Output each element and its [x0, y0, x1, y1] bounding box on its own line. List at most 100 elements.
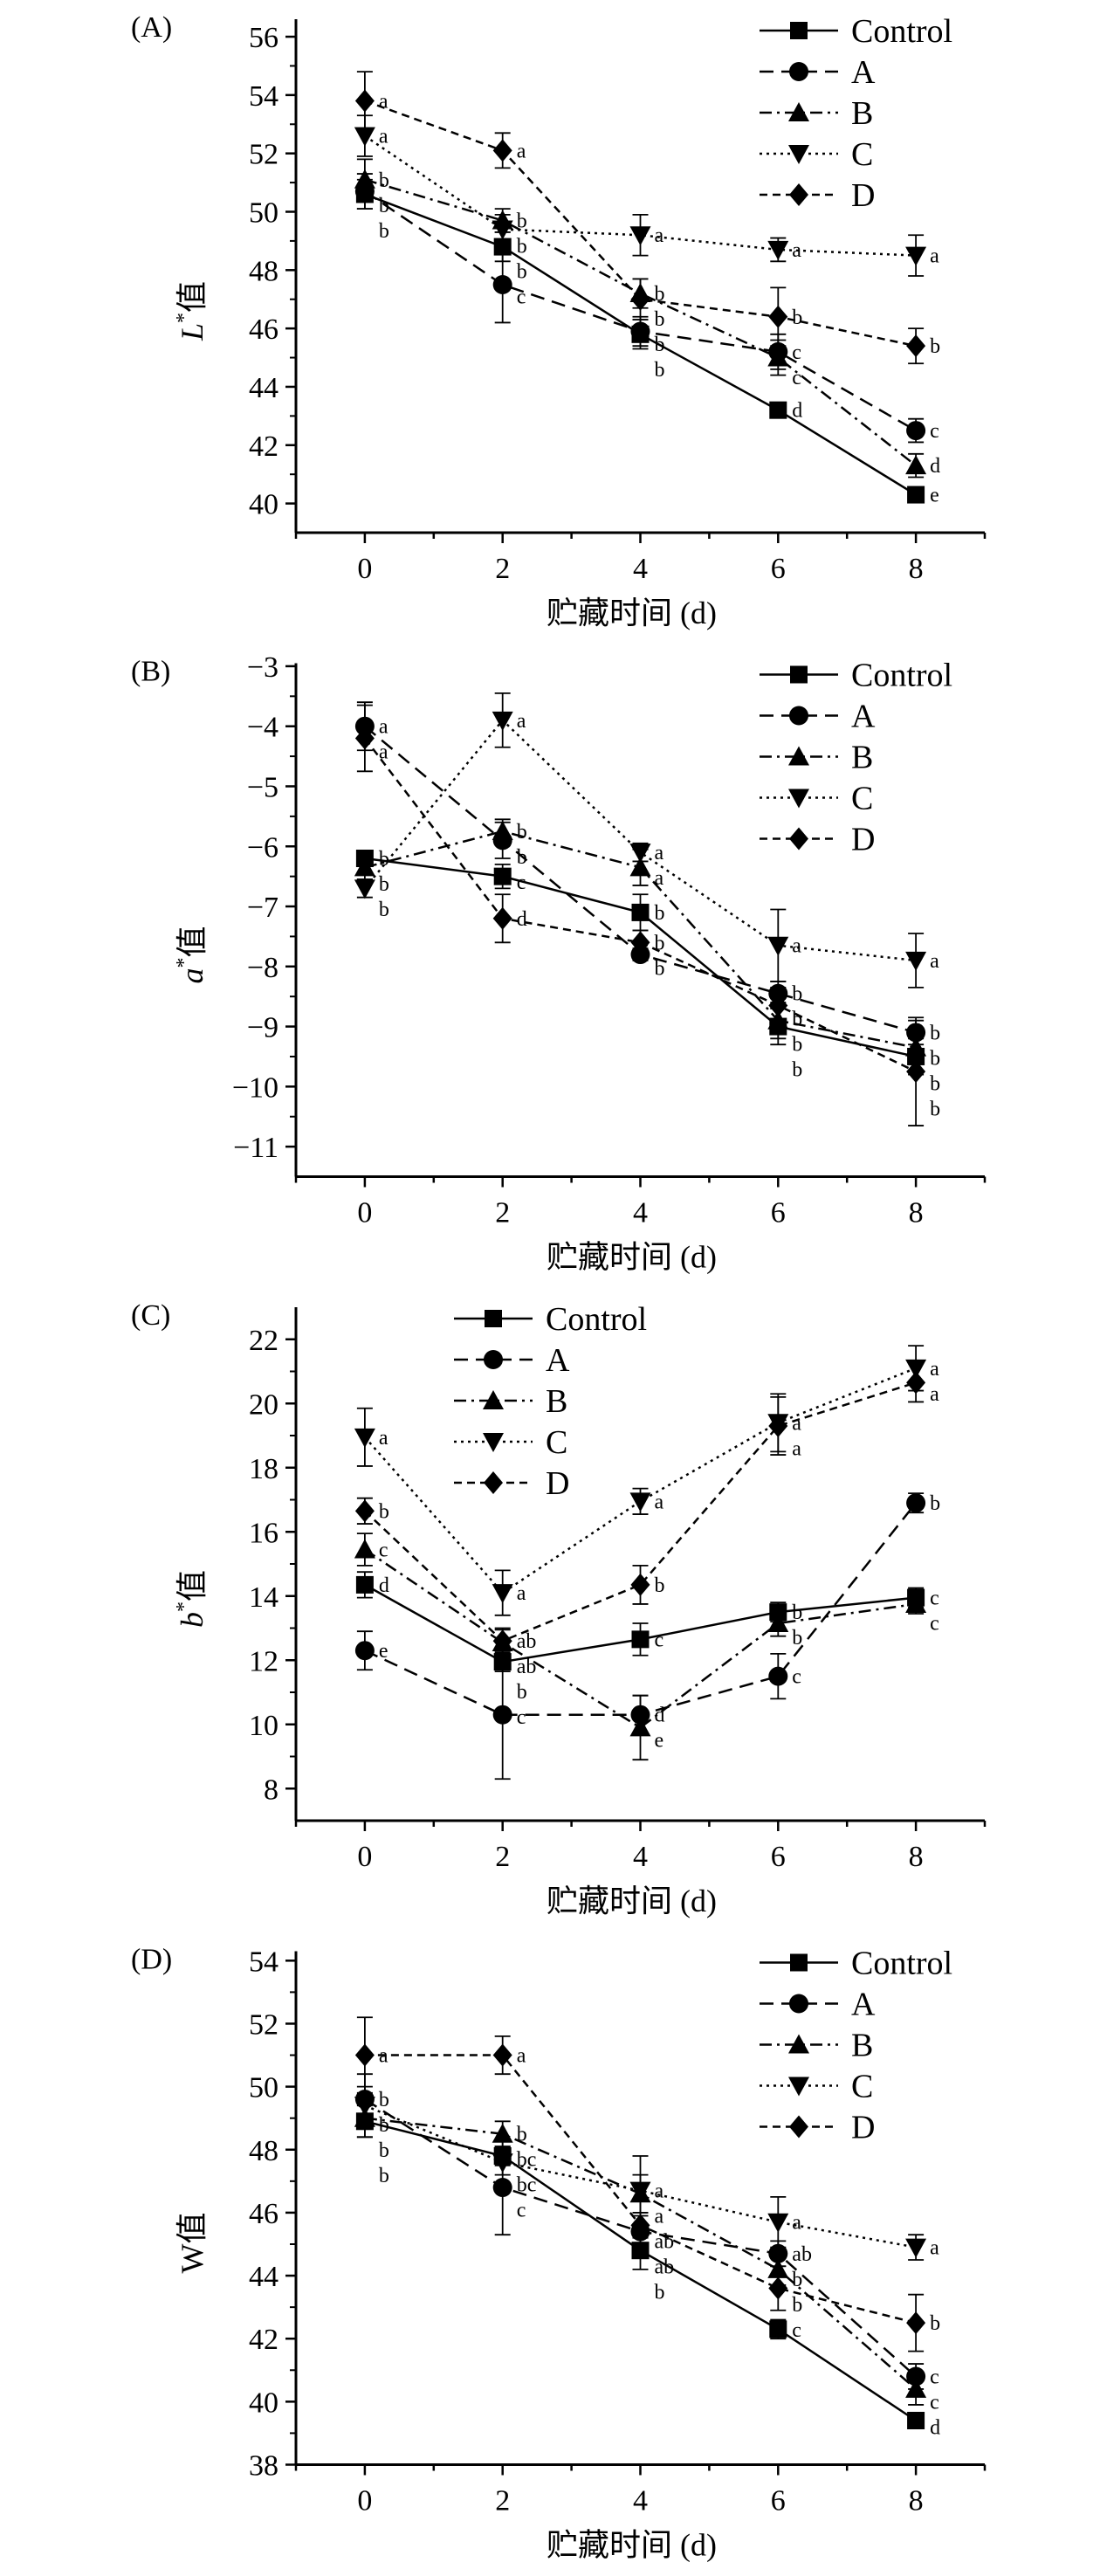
significance-letter: a: [930, 1358, 939, 1381]
x-tick-label: 8: [909, 553, 924, 585]
significance-letter: b: [930, 1022, 940, 1044]
y-tick-label: 54: [249, 1946, 278, 1978]
y-tick-label: 50: [249, 197, 278, 230]
series-line: [363, 737, 917, 1073]
significance-letter: a: [792, 1412, 801, 1435]
significance-letter: b: [379, 1500, 389, 1523]
data-point: [906, 1060, 926, 1084]
significance-letter: b: [655, 283, 665, 306]
legend-label: A: [851, 699, 876, 735]
significance-letter: b: [930, 1098, 940, 1120]
y-axis-title-superscript: *: [173, 313, 196, 323]
significance-letter: b: [379, 169, 389, 192]
data-point: [905, 246, 927, 266]
legend-item-control: Control: [760, 1946, 952, 1982]
legend-marker: [789, 1994, 808, 2014]
data-point: [492, 1584, 513, 1604]
x-tick-label: 4: [633, 1841, 648, 1873]
data-point: [768, 994, 788, 1017]
legend-item-b: B: [760, 740, 873, 776]
significance-letter: b: [930, 335, 940, 358]
data-point: [354, 2097, 375, 2117]
data-point: [630, 931, 650, 954]
legend-marker: [788, 2034, 809, 2054]
legend-label: D: [851, 2110, 875, 2146]
data-point: [629, 226, 651, 246]
significance-letter: b: [655, 334, 665, 356]
data-point: [767, 240, 789, 260]
significance-letter: c: [930, 2366, 939, 2388]
panel-label: (D): [131, 1944, 172, 1976]
y-axis-title-variable: a: [175, 968, 210, 984]
y-tick-label: 54: [249, 80, 278, 113]
significance-letter: c: [792, 341, 801, 364]
y-tick-label: 8: [264, 1774, 278, 1806]
data-point: [768, 305, 788, 328]
significance-letter: c: [517, 2200, 526, 2222]
legend-item-b: B: [760, 2028, 873, 2064]
y-axis-title: b*值: [173, 1570, 210, 1628]
legend-item-a: A: [760, 699, 876, 735]
significance-letter: b: [655, 1574, 665, 1597]
data-point: [493, 867, 512, 885]
legend-item-c: C: [454, 1424, 567, 1461]
y-tick-label: −8: [247, 952, 278, 984]
series-line: [364, 1502, 918, 1716]
x-tick-label: 6: [771, 553, 786, 585]
significance-letter: c: [930, 2391, 939, 2414]
significance-letter: bc: [517, 2174, 537, 2197]
legend-marker: [788, 2077, 809, 2097]
y-tick-label: −5: [247, 771, 278, 803]
y-axis-title: a*值: [173, 926, 210, 983]
data-point: [631, 903, 650, 921]
significance-letter: b: [517, 236, 527, 258]
significance-letter: b: [792, 1601, 802, 1624]
significance-letter: b: [792, 1627, 802, 1650]
significance-letter: a: [379, 126, 388, 148]
legend-item-control: Control: [760, 13, 952, 50]
significance-letter: a: [517, 1582, 526, 1605]
legend-marker: [788, 102, 809, 121]
data-point: [769, 2320, 787, 2338]
x-tick-label: 0: [357, 1841, 372, 1873]
y-axis-title: W值: [175, 2213, 210, 2274]
significance-letter: b: [379, 195, 389, 217]
significance-letter: ab: [655, 2256, 675, 2279]
legend-label: C: [851, 781, 873, 817]
y-axis-title-variable: b: [175, 1612, 210, 1628]
legend-label: B: [546, 1383, 567, 1420]
x-axis-title: 贮藏时间 (d): [547, 1240, 717, 1275]
x-tick-label: 8: [909, 1197, 924, 1229]
legend-item-d: D: [454, 1465, 569, 1502]
significance-letter: ab: [517, 1630, 537, 1653]
data-point: [769, 401, 787, 419]
legend-item-b: B: [454, 1383, 567, 1420]
y-tick-label: 50: [249, 2072, 278, 2104]
data-point: [492, 275, 512, 295]
x-axis-title: 贮藏时间 (d): [547, 2528, 717, 2563]
data-point: [768, 2276, 788, 2300]
data-point: [906, 2311, 926, 2335]
significance-letter: b: [792, 307, 802, 329]
legend-item-c: C: [760, 136, 873, 173]
legend-marker: [788, 789, 809, 809]
data-point: [354, 1539, 375, 1559]
data-point: [905, 2378, 927, 2398]
data-point: [354, 727, 375, 750]
y-tick-label: 46: [249, 2198, 278, 2230]
data-point: [354, 879, 375, 899]
y-tick-label: 44: [249, 372, 278, 404]
x-tick-label: 8: [909, 2485, 924, 2517]
y-tick-label: 44: [249, 2261, 278, 2293]
data-point: [355, 1575, 374, 1594]
data-point: [629, 1717, 651, 1737]
significance-letter: c: [930, 1613, 939, 1636]
legend-item-control: Control: [760, 658, 952, 694]
significance-letter: b: [930, 1072, 940, 1095]
series-c: bbc aaa: [354, 2085, 939, 2261]
